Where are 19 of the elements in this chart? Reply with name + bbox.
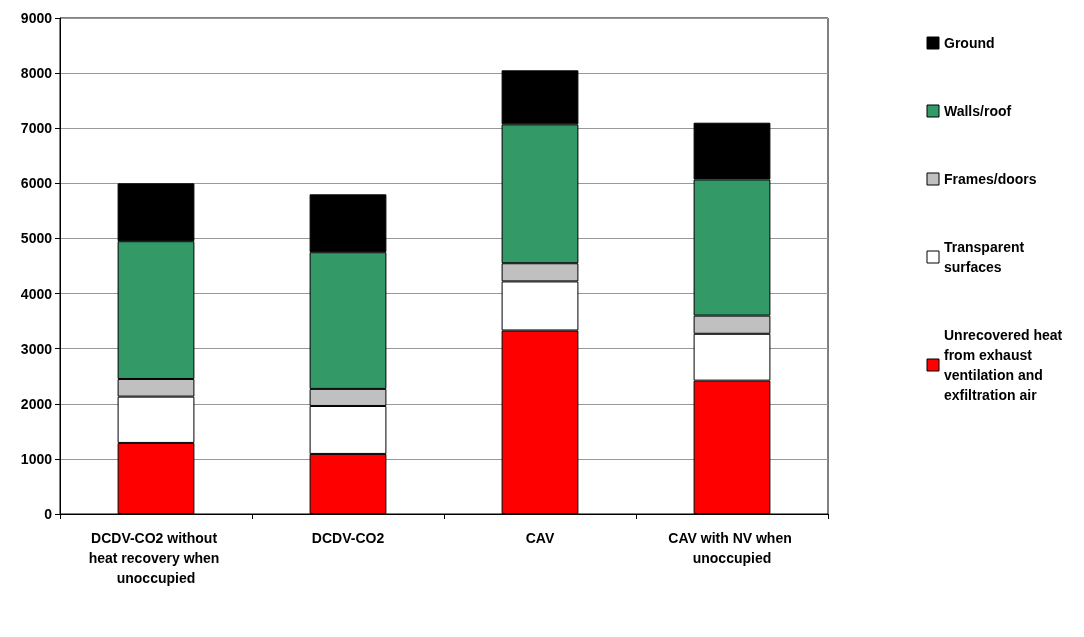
y-tick-label: 7000 bbox=[20, 120, 53, 137]
legend-label: Walls/roof bbox=[944, 103, 1012, 119]
y-tick-label: 3000 bbox=[20, 340, 53, 357]
x-tick-label: CAV bbox=[525, 530, 555, 546]
legend-label: Transparent surfaces bbox=[944, 239, 1029, 275]
y-tick-label: 0 bbox=[44, 506, 53, 522]
y-tick-label: 8000 bbox=[20, 65, 53, 82]
y-tick-label: 2000 bbox=[20, 395, 53, 412]
y-tick-label: 1000 bbox=[20, 450, 53, 467]
x-tick-label: DCDV-CO2 without heat recovery when unoccupied bbox=[88, 530, 224, 586]
legend-label: Unrecovered heat from exhaust ventilation and exfiltration air bbox=[944, 327, 1067, 403]
y-tick-label: 9000 bbox=[20, 10, 53, 26]
legend-label: Frames/doors bbox=[944, 171, 1037, 187]
y-tick-label: 5000 bbox=[20, 230, 53, 247]
x-tick-label: CAV with NV when unoccupied bbox=[668, 530, 796, 566]
y-tick-label: 4000 bbox=[20, 285, 53, 302]
x-tick-label: DCDV-CO2 bbox=[311, 530, 385, 546]
y-tick-label: 6000 bbox=[20, 175, 53, 192]
legend-label: Ground bbox=[944, 35, 995, 51]
